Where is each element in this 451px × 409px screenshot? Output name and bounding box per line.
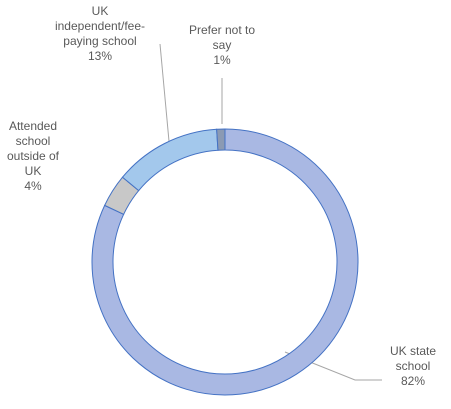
data-label: UK state school 82% [382,344,444,389]
data-label: UK independent/fee-paying school 13% [50,4,150,64]
donut-segment [216,128,226,151]
donut-segment [91,128,359,396]
value-label: 13% [87,49,113,63]
value-label: 82% [400,374,426,388]
category-label: UK state school [389,344,437,373]
data-label: Prefer not to say 1% [180,23,264,68]
category-label: UK independent/fee-paying school [54,4,146,48]
donut-segment [121,128,219,192]
category-label: Attended school outside of UK [6,119,60,178]
value-label: 1% [213,53,231,67]
data-label: Attended school outside of UK 4% [1,119,65,194]
leader-line [159,43,171,153]
value-label: 4% [24,179,42,193]
category-label: Prefer not to say [188,23,256,52]
